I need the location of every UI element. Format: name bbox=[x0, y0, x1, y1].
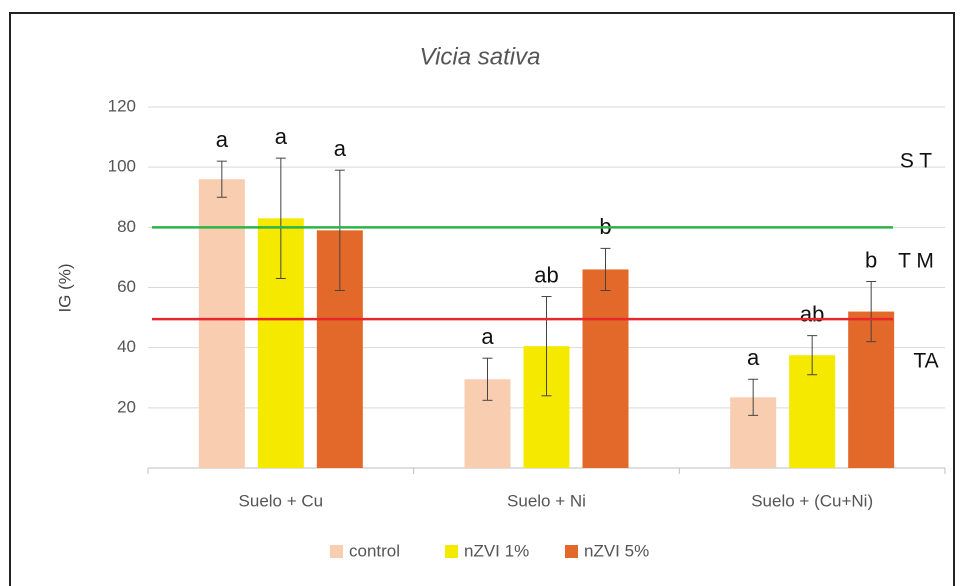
legend-swatch bbox=[565, 545, 578, 558]
significance-letter: ab bbox=[800, 301, 824, 326]
significance-letter: a bbox=[216, 127, 229, 152]
error-bar bbox=[866, 280, 877, 343]
significance-letter: a bbox=[481, 324, 494, 349]
y-tick-label: 80 bbox=[117, 217, 136, 236]
bar bbox=[582, 269, 629, 468]
y-tick-label: 60 bbox=[117, 277, 136, 296]
legend-label: control bbox=[349, 541, 400, 560]
error-bar bbox=[748, 378, 759, 416]
error-bar bbox=[541, 296, 552, 397]
chart-frame bbox=[9, 12, 955, 586]
significance-letter: a bbox=[747, 345, 760, 370]
y-axis-label: IG (%) bbox=[55, 263, 74, 312]
zone-label: S T bbox=[900, 150, 932, 173]
zone-label: TA bbox=[913, 350, 938, 373]
error-bar bbox=[216, 160, 227, 198]
chart-title: Vicia sativa bbox=[420, 43, 541, 70]
error-bar bbox=[275, 157, 286, 279]
x-tick-label: Suelo + (Cu+Ni) bbox=[751, 491, 873, 510]
legend-swatch bbox=[445, 545, 458, 558]
significance-letter: ab bbox=[534, 262, 558, 287]
error-bar bbox=[482, 357, 493, 401]
significance-letter: a bbox=[275, 124, 288, 149]
legend-label: nZVI 5% bbox=[584, 541, 649, 560]
x-tick-label: Suelo + Cu bbox=[239, 491, 324, 510]
y-tick-label: 100 bbox=[108, 157, 136, 176]
error-bar bbox=[334, 169, 345, 292]
error-bar bbox=[807, 335, 818, 376]
y-tick-label: 120 bbox=[108, 96, 136, 115]
zone-label: T M bbox=[898, 250, 934, 273]
significance-letter: a bbox=[334, 136, 347, 161]
y-tick-label: 20 bbox=[117, 397, 136, 416]
legend-swatch bbox=[330, 545, 343, 558]
y-tick-label: 40 bbox=[117, 337, 136, 356]
bar bbox=[198, 179, 245, 468]
x-tick-label: Suelo + Ni bbox=[507, 491, 586, 510]
significance-letter: b bbox=[865, 247, 877, 272]
error-bar bbox=[600, 247, 611, 292]
legend-label: nZVI 1% bbox=[464, 541, 529, 560]
